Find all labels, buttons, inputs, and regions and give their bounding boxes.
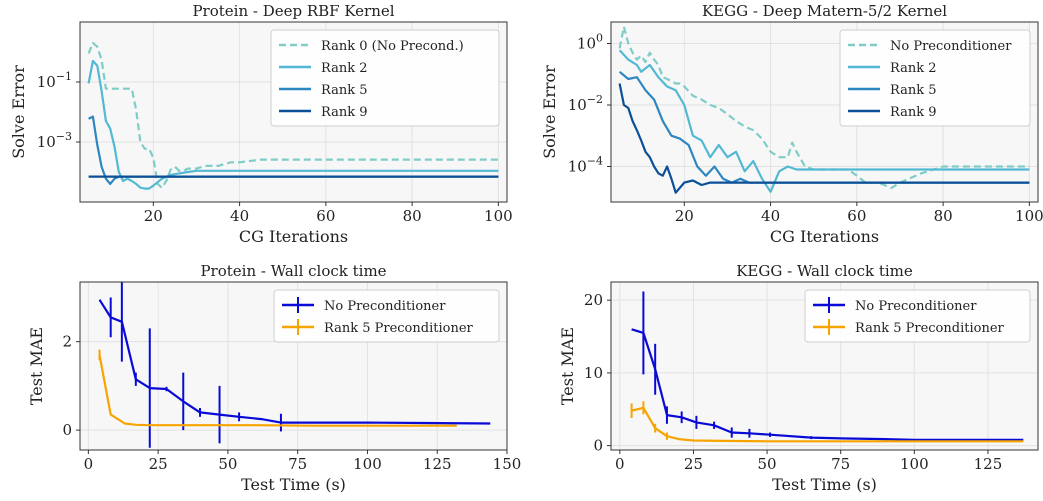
- legend-label: No Preconditioner: [855, 299, 977, 314]
- legend-label: Rank 5 Preconditioner: [855, 321, 1005, 336]
- x-tick-label: 25: [684, 455, 703, 473]
- legend-label: Rank 5: [890, 83, 937, 98]
- y-tick-label: 2: [62, 333, 72, 351]
- legend-label: Rank 5 Preconditioner: [324, 321, 474, 336]
- legend-box: [804, 289, 1031, 343]
- legend: No Preconditioner Rank 2 Rank 5 Rank 9: [839, 29, 1031, 127]
- x-tick-label: 75: [831, 455, 850, 473]
- series-group: [87, 41, 499, 190]
- x-axis-label: CG Iterations: [770, 227, 879, 246]
- legend-box: [839, 29, 1031, 127]
- x-axis-label: CG Iterations: [239, 227, 348, 246]
- x-tick-label: 125: [423, 455, 452, 473]
- x-tick-label: 100: [900, 455, 929, 473]
- axes-frame: [79, 21, 508, 203]
- x-tick-label: 60: [316, 207, 335, 225]
- legend-label: No Preconditioner: [324, 299, 446, 314]
- y-tick-label: 10−2: [568, 93, 603, 114]
- y-tick-label: 10−4: [568, 154, 603, 175]
- y-axis-label: Solve Error: [540, 65, 559, 159]
- legend-label: Rank 2: [321, 61, 368, 76]
- series-line-4: [618, 83, 1030, 194]
- x-tick-label: 100: [1015, 207, 1043, 225]
- legend-label: Rank 2: [890, 61, 937, 76]
- chart-title: KEGG - Wall clock time: [736, 262, 913, 280]
- x-tick-label: 80: [934, 207, 953, 225]
- x-tick-label: 25: [149, 455, 168, 473]
- legend-box: [270, 29, 500, 127]
- chart-title: Protein - Deep RBF Kernel: [192, 2, 394, 20]
- x-axis-label: Test Time (s): [772, 475, 877, 494]
- x-tick-label: 80: [403, 207, 422, 225]
- legend: No Preconditioner Rank 5 Preconditioner: [804, 289, 1031, 343]
- chart-title: KEGG - Deep Matern-5/2 Kernel: [702, 2, 947, 20]
- x-tick-label: 100: [353, 455, 382, 473]
- series-group: [98, 282, 491, 448]
- legend: Rank 0 (No Precond.) Rank 2 Rank 5 Rank 9: [270, 29, 500, 127]
- series-group: [630, 291, 1024, 443]
- legend-label: Rank 9: [321, 105, 368, 120]
- legend-label: Rank 5: [321, 83, 368, 98]
- x-tick-label: 75: [288, 455, 307, 473]
- chart-panel-3: 0 25 50 75 100 125 150 0 2 Protein - Wall clock t…: [27, 262, 521, 494]
- legend-box: [273, 289, 500, 343]
- y-tick-label: 100: [577, 31, 603, 52]
- series-line-2: [87, 59, 499, 190]
- series-line-2: [98, 354, 457, 427]
- series-line-2: [618, 49, 1030, 193]
- axes-frame: [79, 281, 508, 451]
- x-tick-label: 20: [675, 207, 694, 225]
- legend-label: Rank 0 (No Precond.): [321, 39, 464, 54]
- series-group: [618, 25, 1030, 194]
- x-tick-label: 125: [974, 455, 1003, 473]
- legend-label: Rank 9: [890, 105, 937, 120]
- x-tick-label: 60: [847, 207, 866, 225]
- series-line-1: [98, 299, 491, 425]
- legend-label: No Preconditioner: [890, 39, 1012, 54]
- series-line-1: [87, 41, 499, 189]
- series-line-1: [631, 328, 1024, 441]
- x-tick-label: 0: [615, 455, 625, 473]
- axes-frame: [610, 281, 1039, 451]
- x-tick-label: 40: [230, 207, 249, 225]
- series-line-2: [631, 406, 1024, 443]
- y-tick-label: 10−3: [37, 130, 72, 151]
- x-tick-label: 150: [493, 455, 522, 473]
- chart-panel-4: 0 25 50 75 100 125 0 10 20 KEGG - Wall clock time…: [558, 262, 1039, 494]
- chart-panel-2: 20 40 60 80 100 100 10−2 10−4 KEGG - Deep Matern…: [540, 2, 1043, 246]
- y-tick-label: 0: [62, 421, 72, 439]
- legend: No Preconditioner Rank 5 Preconditioner: [273, 289, 500, 343]
- y-axis-label: Test MAE: [558, 327, 577, 405]
- chart-title: Protein - Wall clock time: [200, 262, 386, 280]
- x-tick-label: 50: [758, 455, 777, 473]
- x-axis-label: Test Time (s): [241, 475, 346, 494]
- y-tick-label: 10: [584, 364, 603, 382]
- y-axis-label: Solve Error: [9, 65, 28, 159]
- series-line-1: [618, 25, 1030, 190]
- x-tick-label: 0: [84, 455, 94, 473]
- y-tick-label: 0: [593, 437, 603, 455]
- y-tick-label: 20: [584, 291, 603, 309]
- y-tick-label: 10−1: [37, 70, 72, 91]
- x-tick-label: 20: [144, 207, 163, 225]
- axes-frame: [610, 21, 1039, 203]
- x-tick-label: 40: [761, 207, 780, 225]
- y-axis-label: Test MAE: [27, 327, 46, 405]
- x-tick-label: 50: [218, 455, 237, 473]
- x-tick-label: 100: [484, 207, 513, 225]
- chart-panel-1: 20 40 60 80 100 10−1 10−3 Protein - Deep RBF Ke…: [9, 2, 513, 246]
